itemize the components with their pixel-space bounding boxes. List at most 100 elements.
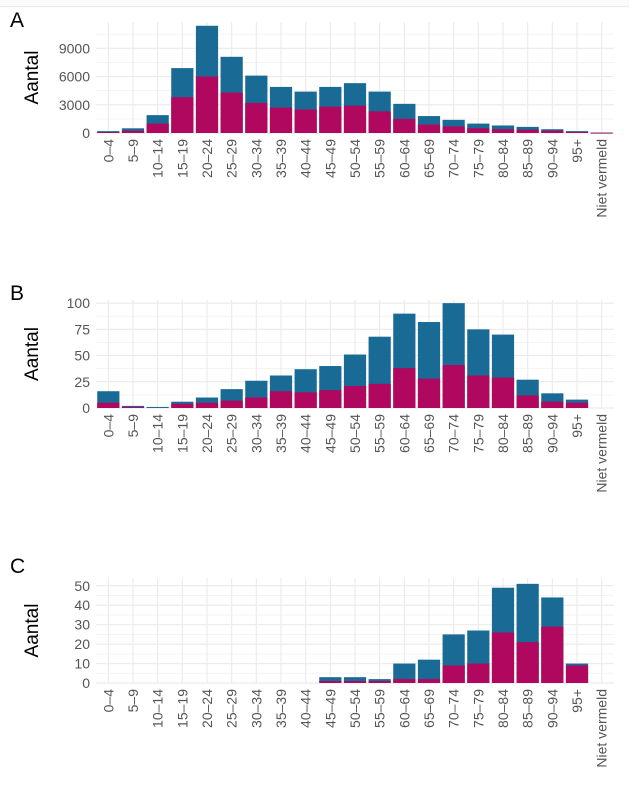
x-tick-label: 45–49 xyxy=(322,139,338,178)
y-tick-label: 25 xyxy=(74,374,90,390)
bar-female xyxy=(590,132,613,134)
bar-female xyxy=(467,375,490,408)
bar-female xyxy=(368,681,391,683)
x-tick-label: 55–59 xyxy=(372,414,388,453)
x-tick-label: 45–49 xyxy=(322,414,338,453)
bar-female xyxy=(97,402,120,408)
bar-female xyxy=(319,390,342,408)
bar-female xyxy=(269,391,293,408)
bar-female xyxy=(417,124,441,133)
panel-letter: A xyxy=(10,9,24,32)
bar-female xyxy=(121,130,145,133)
bar-female xyxy=(442,126,465,133)
x-tick-label: 80–84 xyxy=(495,689,511,728)
y-tick-label: 30 xyxy=(74,617,90,633)
bar-total xyxy=(195,397,219,408)
x-tick-label: 90–94 xyxy=(544,414,560,453)
bar-female xyxy=(393,679,416,683)
x-tick-label: 75–79 xyxy=(470,689,486,728)
x-tick-label: 0–4 xyxy=(100,139,116,163)
x-tick-label: 10–14 xyxy=(150,139,166,178)
x-tick-label: 55–59 xyxy=(372,139,388,178)
x-tick-label: 35–39 xyxy=(273,689,289,728)
y-tick-label: 0 xyxy=(82,125,90,141)
x-tick-label: 40–44 xyxy=(298,689,314,728)
bar-female xyxy=(245,102,268,133)
bar-total xyxy=(146,406,169,408)
x-tick-label: 60–64 xyxy=(396,689,412,728)
x-tick-label: 0–4 xyxy=(100,689,116,713)
bar-total xyxy=(319,677,342,683)
x-tick-label: 35–39 xyxy=(273,414,289,453)
bar-female xyxy=(245,397,268,408)
y-axis-label: Aantal xyxy=(22,327,43,381)
y-tick-label: 50 xyxy=(74,578,90,594)
bar-female xyxy=(491,377,515,408)
x-tick-label: 35–39 xyxy=(273,139,289,178)
x-tick-label: 25–29 xyxy=(224,139,240,178)
x-tick-label: 75–79 xyxy=(470,414,486,453)
panel-a: A Aantal 0 3000 6000 9000 0–4 5–9 10–14 15–19 20–2… xyxy=(10,9,614,218)
bar-female xyxy=(146,123,169,133)
bar-female xyxy=(417,679,441,683)
bar-total xyxy=(343,677,367,683)
x-tick-label: 10–14 xyxy=(150,414,166,453)
top-edge xyxy=(0,0,629,7)
x-tick-label: 15–19 xyxy=(174,414,190,453)
x-tick-label: 10–14 xyxy=(150,689,166,728)
x-tick-label: Niet vermeld xyxy=(594,689,610,768)
x-tick-label: 80–84 xyxy=(495,414,511,453)
x-tick-label: 75–79 xyxy=(470,139,486,178)
x-tick-label: 95+ xyxy=(569,414,585,438)
bar-female xyxy=(565,402,589,408)
bar-female xyxy=(269,107,293,133)
bar-female xyxy=(368,111,391,133)
bar-female xyxy=(491,129,515,133)
bar-female xyxy=(565,131,589,133)
x-tick-label: 50–54 xyxy=(347,414,363,453)
y-tick-label: 0 xyxy=(82,675,90,691)
bar-female xyxy=(467,128,490,133)
x-tick-label: 40–44 xyxy=(298,414,314,453)
bar-female xyxy=(97,132,120,133)
bar-female xyxy=(195,76,219,133)
x-tick-label: 40–44 xyxy=(298,139,314,178)
bar-female xyxy=(541,130,564,133)
bar-female xyxy=(491,632,515,683)
bar-female xyxy=(368,383,391,408)
x-tick-label: 85–89 xyxy=(520,139,536,178)
x-tick-label: 65–69 xyxy=(421,414,437,453)
x-tick-label: 5–9 xyxy=(125,139,141,163)
panel-b: B Aantal 0 25 50 75 100 0–4 5–9 10–14 15–19 20–24 25… xyxy=(10,282,614,493)
y-tick-label: 100 xyxy=(67,295,91,311)
bar-female xyxy=(220,400,243,408)
y-tick-label: 3000 xyxy=(59,97,90,113)
y-tick-label: 9000 xyxy=(59,40,90,56)
x-tick-label: 25–29 xyxy=(224,689,240,728)
x-tick-label: 15–19 xyxy=(174,689,190,728)
x-tick-label: 85–89 xyxy=(520,689,536,728)
bar-female xyxy=(195,402,219,408)
x-tick-label: 20–24 xyxy=(199,414,215,453)
bar-female xyxy=(294,392,317,408)
x-tick-label: 80–84 xyxy=(495,139,511,178)
x-tick-label: 5–9 xyxy=(125,414,141,438)
y-tick-label: 75 xyxy=(74,321,90,337)
y-tick-label: 40 xyxy=(74,597,90,613)
y-tick-label: 0 xyxy=(82,400,90,416)
panel-letter: B xyxy=(10,282,24,305)
bar-female xyxy=(171,403,194,408)
bar-female xyxy=(467,663,490,683)
x-tick-label: Niet vermeld xyxy=(594,139,610,218)
x-tick-label: 15–19 xyxy=(174,139,190,178)
panel-letter: C xyxy=(10,555,25,578)
bar-female xyxy=(516,642,539,683)
bar-total xyxy=(393,663,416,683)
x-tick-label: 5–9 xyxy=(125,689,141,713)
bar-total xyxy=(417,659,441,683)
x-tick-label: 65–69 xyxy=(421,139,437,178)
bar-female xyxy=(220,92,243,133)
y-tick-label: 6000 xyxy=(59,69,90,85)
x-tick-label: 45–49 xyxy=(322,689,338,728)
